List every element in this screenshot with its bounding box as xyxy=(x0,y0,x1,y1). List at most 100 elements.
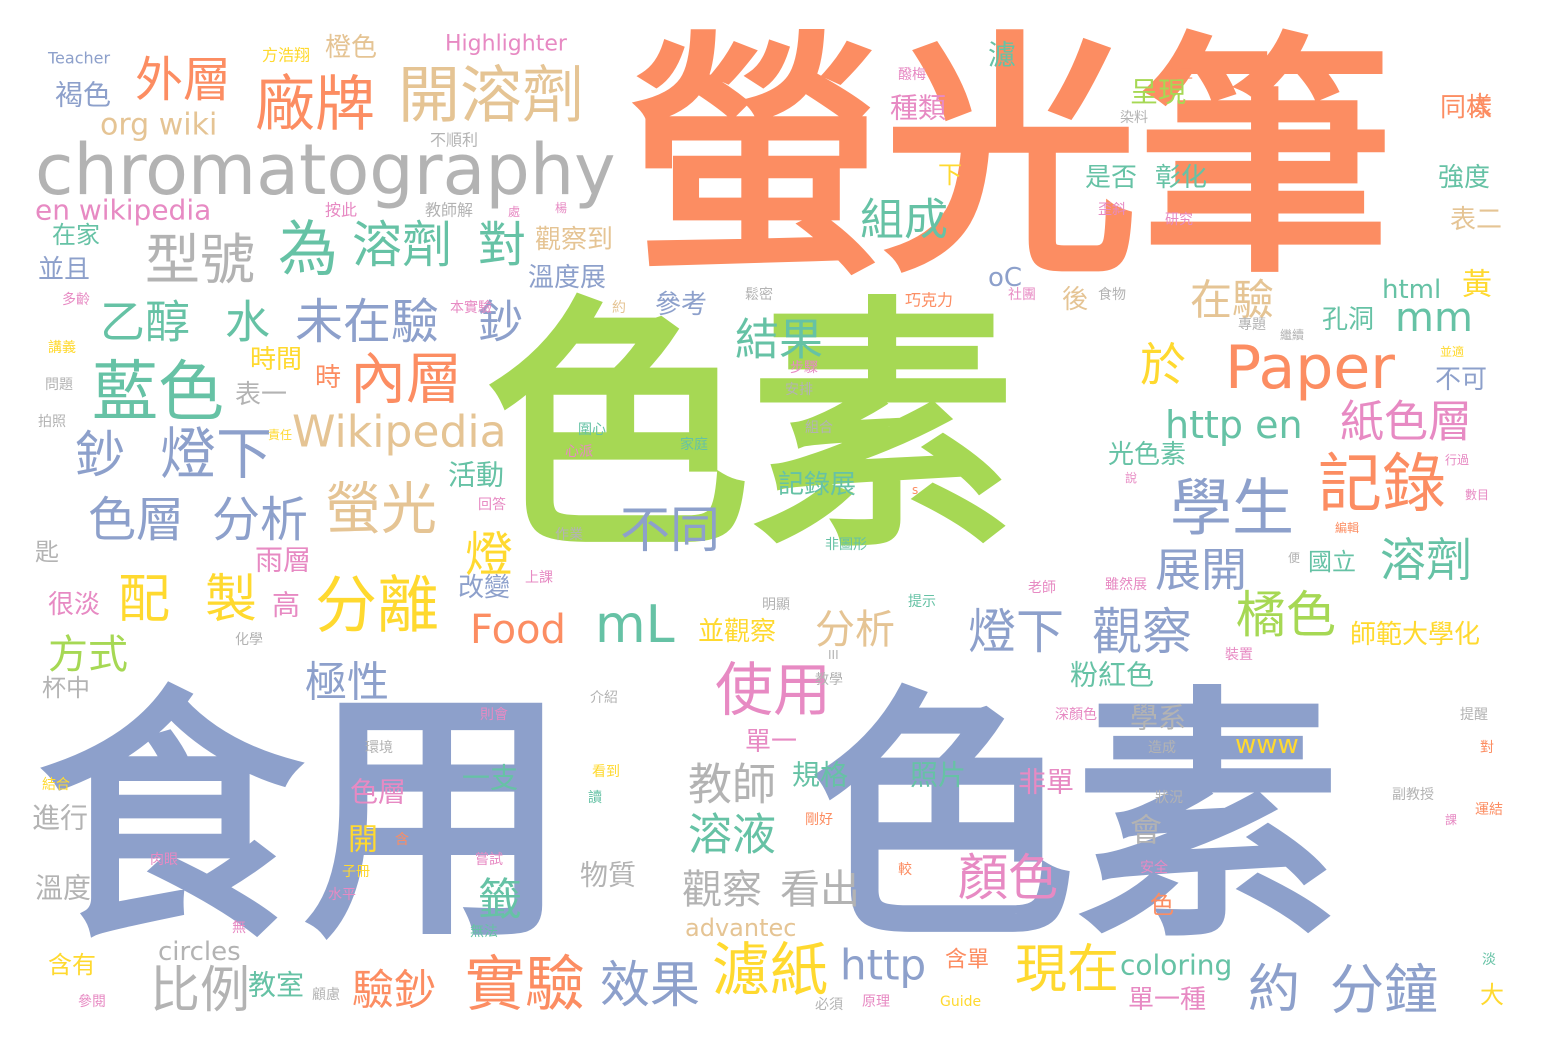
word: 單一 xyxy=(745,727,797,757)
word: 介紹 xyxy=(590,690,618,706)
word: 溶劑 xyxy=(1380,533,1472,587)
word: 淡 xyxy=(1482,952,1496,968)
word: 同樣 xyxy=(1440,93,1492,123)
word: 圍心 xyxy=(578,422,606,438)
word: 之二 xyxy=(1165,67,1193,83)
word: 社團 xyxy=(1008,287,1036,303)
word: 孔洞 xyxy=(1322,305,1374,335)
word: 便 xyxy=(1288,551,1300,565)
word: 提示 xyxy=(908,594,936,610)
word: 濾紙 xyxy=(712,936,828,1004)
word: 造成 xyxy=(1148,740,1176,756)
word: 繼續 xyxy=(1280,327,1304,342)
word: 黃 xyxy=(1462,268,1492,303)
word: 呈現 xyxy=(1130,76,1186,109)
word: 於 xyxy=(1140,338,1186,392)
word: 約 xyxy=(1248,960,1300,1020)
word: 教師 xyxy=(688,760,776,811)
word: 必須 xyxy=(815,997,843,1013)
word: 很淡 xyxy=(48,590,100,620)
word: 後 xyxy=(1062,285,1088,315)
word: 物質 xyxy=(580,859,636,892)
word: 則會 xyxy=(480,707,508,723)
word: 楊 xyxy=(555,200,567,215)
word: 運結 xyxy=(1475,802,1503,818)
word: 製 xyxy=(205,570,257,630)
word: 太 xyxy=(1468,91,1492,119)
word: 不同 xyxy=(620,501,720,559)
word: 看到 xyxy=(592,764,620,780)
word: 高 xyxy=(272,589,300,622)
word: http xyxy=(840,941,926,990)
word: 並且 xyxy=(38,255,90,285)
word: 巧克力 xyxy=(905,291,953,310)
word: 含 xyxy=(395,832,409,848)
word: 溶液 xyxy=(688,810,776,861)
word: html xyxy=(1382,275,1441,305)
word: 教師解 xyxy=(425,201,473,220)
word: 參考 xyxy=(655,290,707,320)
word: 螢光筆 xyxy=(628,12,1393,309)
word: 作業 xyxy=(555,527,583,543)
word: 課 xyxy=(1445,812,1457,827)
word: 外層 xyxy=(135,52,231,108)
word: 鈔 xyxy=(75,426,125,484)
word: 濾 xyxy=(988,39,1016,72)
word: 非圖形 xyxy=(825,537,867,553)
word: 型號 xyxy=(145,228,255,292)
word: 心派 xyxy=(565,444,593,460)
word: 處 xyxy=(508,205,520,219)
word: 看出 xyxy=(780,867,860,913)
word: 肉眼 xyxy=(150,852,178,868)
word: 未在驗 xyxy=(295,294,439,350)
word: 色層 xyxy=(350,776,406,809)
word: 較 xyxy=(898,862,912,878)
word: 實驗 xyxy=(465,950,585,1020)
word: 對 xyxy=(478,217,526,273)
word: 食物 xyxy=(1098,286,1126,303)
word: mL xyxy=(595,595,675,655)
word: 無法 xyxy=(470,924,498,940)
word: 改變 xyxy=(458,573,510,603)
word: 紙色層 xyxy=(1340,397,1472,448)
word: org wiki xyxy=(100,108,217,143)
word: 開溶劑 xyxy=(398,59,584,132)
word: 專題 xyxy=(1238,317,1266,333)
word: mm xyxy=(1395,295,1473,341)
word: 問題 xyxy=(45,377,73,393)
word: 教學 xyxy=(815,672,843,688)
word: 杯中 xyxy=(42,674,90,702)
word: 學系 xyxy=(1130,702,1186,735)
word: 觀察 xyxy=(682,867,762,913)
word: Highlighter xyxy=(445,32,568,57)
word: 深顏色 xyxy=(1055,706,1097,723)
word: 步驟 xyxy=(790,360,818,376)
word: 規格 xyxy=(792,759,848,792)
word: 配 xyxy=(118,570,170,630)
word: chromatography xyxy=(35,129,616,211)
word: 組成 xyxy=(860,195,948,246)
word: 老師 xyxy=(1028,580,1056,596)
word: 褐色 xyxy=(55,79,111,112)
word: 拍照 xyxy=(38,414,66,430)
word: 顏色 xyxy=(958,849,1058,907)
word: 極性 xyxy=(305,658,389,707)
word: 彰化 xyxy=(1155,163,1207,193)
word: III xyxy=(828,648,839,662)
word: 色素 xyxy=(485,276,1015,584)
word: Guide xyxy=(940,994,981,1010)
word: 橙色 xyxy=(325,33,377,63)
word: 師範大學化 xyxy=(1350,620,1480,650)
word: www xyxy=(1235,730,1299,760)
word: 回答 xyxy=(478,496,506,513)
word: 光色素 xyxy=(1108,440,1186,470)
word: 藍色 xyxy=(92,354,224,431)
word: 子冊 xyxy=(342,864,370,880)
word: 匙 xyxy=(35,538,59,566)
word: 展開 xyxy=(1155,543,1247,597)
word: 比例 xyxy=(150,961,250,1019)
word: 學生 xyxy=(1170,472,1294,545)
word: 一支 xyxy=(462,762,518,795)
word: 講義 xyxy=(48,339,76,356)
